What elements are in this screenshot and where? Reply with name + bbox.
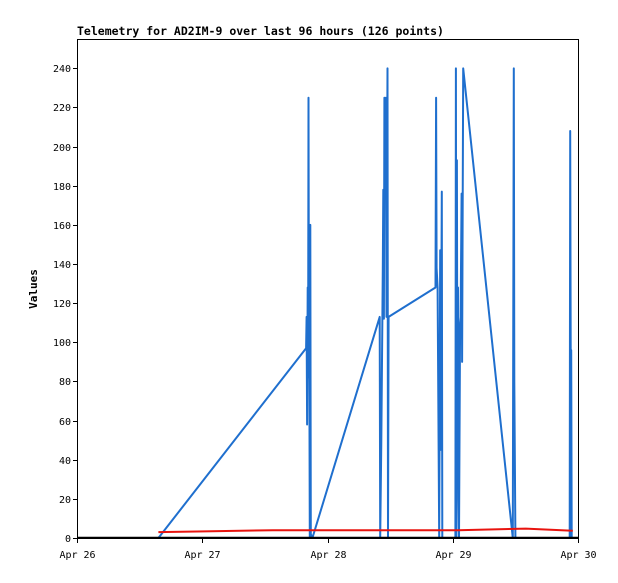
y-tick-label: 180 bbox=[53, 182, 71, 193]
y-tick-label: 0 bbox=[65, 534, 71, 545]
y-tick-label: 140 bbox=[53, 260, 71, 271]
x-tick-label: Apr 26 bbox=[59, 550, 95, 561]
y-tick-label: 220 bbox=[53, 103, 71, 114]
series-line-1 bbox=[157, 67, 573, 539]
y-tick-label: 120 bbox=[53, 299, 71, 310]
x-tick-label: Apr 28 bbox=[310, 550, 346, 561]
y-axis-label: Values bbox=[27, 269, 40, 309]
y-tick-label: 80 bbox=[59, 377, 71, 388]
y-tick-label: 200 bbox=[53, 143, 71, 154]
y-tick-label: 20 bbox=[59, 495, 71, 506]
y-tick-label: 240 bbox=[53, 64, 71, 75]
x-tick-label: Apr 27 bbox=[184, 550, 220, 561]
plot-area bbox=[77, 39, 579, 539]
x-tick-label: Apr 29 bbox=[435, 550, 471, 561]
x-tick-label: Apr 30 bbox=[560, 550, 596, 561]
y-tick-label: 60 bbox=[59, 417, 71, 428]
y-tick-label: 100 bbox=[53, 338, 71, 349]
y-tick-label: 40 bbox=[59, 456, 71, 467]
chart-title: Telemetry for AD2IM-9 over last 96 hours… bbox=[77, 24, 444, 38]
y-tick-label: 160 bbox=[53, 221, 71, 232]
series-line-2 bbox=[158, 527, 573, 534]
